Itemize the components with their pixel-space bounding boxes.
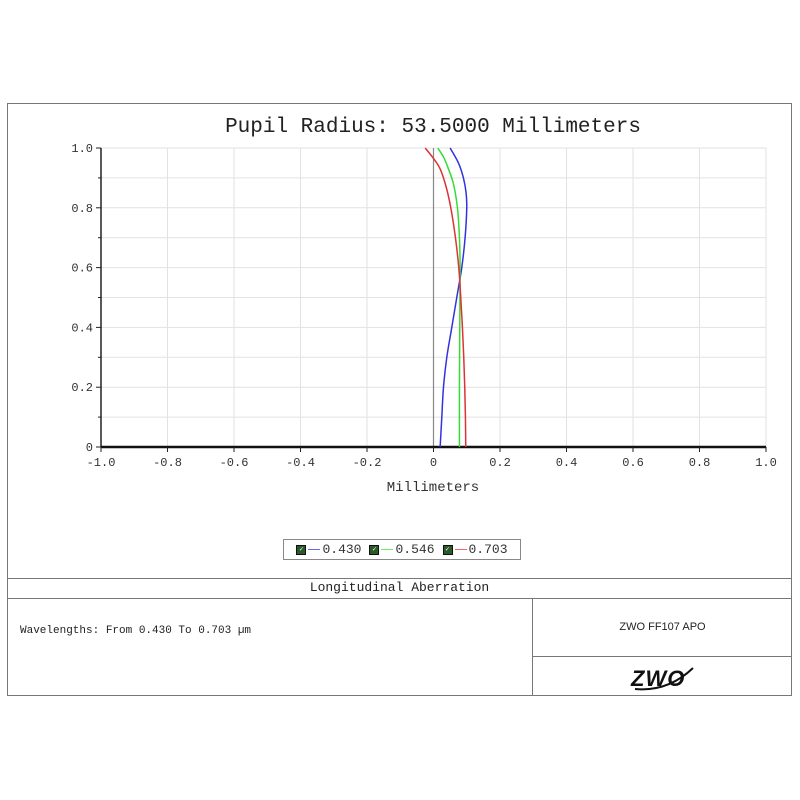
y-tick-label: 0.2 (71, 381, 93, 395)
x-tick-label: -0.2 (353, 456, 382, 470)
divider (532, 598, 533, 696)
legend-swatch (381, 548, 394, 551)
legend: ✓ 0.430 ✓ 0.546 ✓ 0.703 (283, 539, 521, 560)
legend-swatch (454, 548, 467, 551)
zwo-logo: ZWO (533, 657, 792, 696)
wavelengths-label: Wavelengths: From 0.430 To 0.703 µm (20, 625, 252, 637)
plot-frame (7, 103, 792, 696)
x-tick-label: 0.2 (489, 456, 511, 470)
x-tick-label: -0.6 (220, 456, 249, 470)
checkbox-icon[interactable]: ✓ (442, 544, 453, 555)
legend-label: 0.703 (468, 542, 508, 557)
x-tick-label: 0.4 (556, 456, 578, 470)
series-line-0.430 (439, 147, 468, 448)
checkbox-icon[interactable]: ✓ (296, 544, 307, 555)
divider (7, 598, 792, 599)
x-tick-label: -0.4 (286, 456, 315, 470)
divider (7, 578, 792, 579)
series-line-0.703 (424, 147, 467, 448)
divider (532, 656, 792, 657)
legend-swatch (308, 548, 321, 551)
legend-item-0430[interactable]: ✓ 0.430 (296, 542, 361, 557)
x-axis-label: Millimeters (387, 480, 479, 496)
y-tick-label: 0.6 (71, 262, 93, 276)
x-tick-label: -0.8 (153, 456, 182, 470)
legend-label: 0.430 (322, 542, 362, 557)
y-tick-label: 1.0 (71, 142, 93, 156)
legend-item-0703[interactable]: ✓ 0.703 (442, 542, 508, 557)
x-tick-label: 0 (430, 456, 437, 470)
y-tick-label: 0.8 (71, 202, 93, 216)
legend-label: 0.546 (395, 542, 435, 557)
x-tick-label: 1.0 (755, 456, 777, 470)
chart-title: Pupil Radius: 53.5000 Millimeters (225, 116, 641, 139)
y-tick-label: 0.4 (71, 321, 93, 335)
legend-item-0546[interactable]: ✓ 0.546 (369, 542, 435, 557)
checkbox-icon[interactable]: ✓ (369, 544, 380, 555)
x-tick-label: 0.6 (622, 456, 644, 470)
y-tick-label: 0 (86, 441, 93, 455)
lens-name: ZWO FF107 APO (619, 621, 706, 633)
series-line-0.546 (437, 147, 461, 448)
x-tick-label: 0.8 (689, 456, 711, 470)
plot-type-label: Longitudinal Aberration (309, 580, 490, 595)
x-tick-label: -1.0 (87, 456, 116, 470)
